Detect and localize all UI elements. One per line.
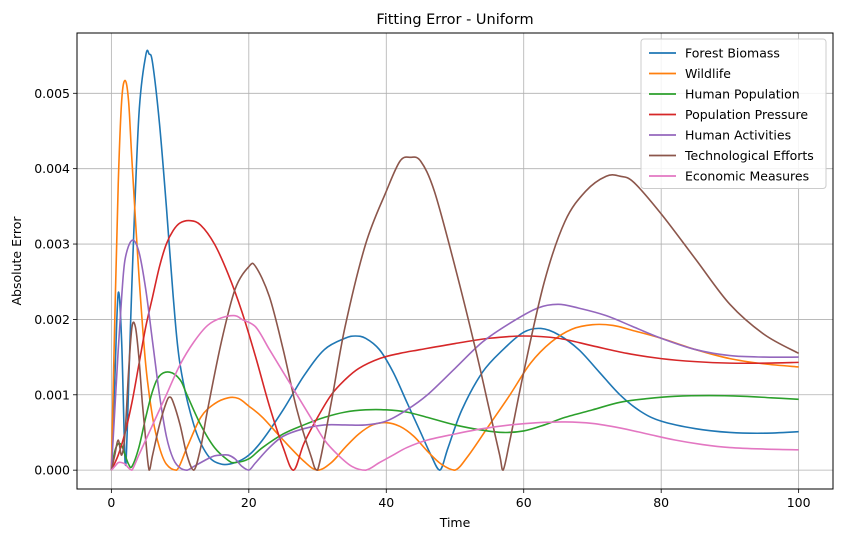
series-lines (110, 49, 800, 471)
axis-ticks: 0 20 40 60 80 100 0.000 0.001 0.002 0.003 0.004 0.0… (34, 86, 810, 510)
y-tick-label: 0.000 (34, 463, 70, 478)
y-tick-label: 0.005 (34, 86, 70, 101)
legend-label: Wildlife (685, 66, 731, 81)
y-tick-label: 0.004 (34, 161, 70, 176)
y-axis-label: Absolute Error (9, 216, 24, 306)
x-tick-label: 40 (378, 495, 394, 510)
x-tick-label: 60 (516, 495, 532, 510)
chart-title: Fitting Error - Uniform (376, 12, 533, 28)
x-tick-label: 0 (107, 495, 115, 510)
series-line-2 (110, 371, 799, 471)
series-line-6 (110, 314, 799, 471)
y-tick-label: 0.002 (34, 312, 70, 327)
x-tick-label: 100 (787, 495, 811, 510)
legend-box (640, 38, 827, 189)
legend-label: Human Activities (685, 128, 791, 143)
legend-label: Population Pressure (685, 107, 808, 122)
series-line-4 (110, 239, 799, 471)
x-axis-label: Time (439, 515, 471, 530)
x-tick-label: 80 (653, 495, 669, 510)
series-line-1 (110, 79, 799, 471)
series-line-0 (110, 49, 799, 471)
y-tick-label: 0.003 (34, 237, 70, 252)
series-line-5 (110, 156, 800, 471)
legend-label: Human Population (685, 87, 800, 102)
x-tick-label: 20 (241, 495, 257, 510)
series-line-3 (110, 219, 799, 471)
plot-frame (76, 32, 834, 490)
y-tick-label: 0.001 (34, 387, 70, 402)
legend-label: Forest Biomass (685, 46, 780, 61)
legend-label: Economic Measures (685, 169, 809, 184)
legend-label: Technological Efforts (684, 148, 814, 163)
legend: Forest Biomass Wildlife Human Population Po… (640, 38, 827, 189)
